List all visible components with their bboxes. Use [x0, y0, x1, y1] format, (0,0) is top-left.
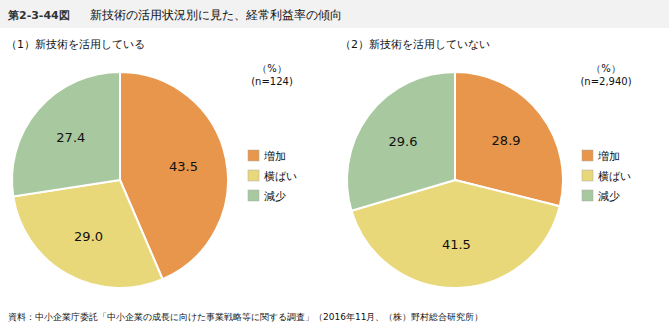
legend-label: 横ばい	[264, 170, 297, 183]
pie-slice	[347, 72, 455, 211]
pie-chart: （2）新技術を活用していない 28.9 41.5 29.6 （%）(n=2,940) 増加…	[340, 38, 632, 288]
subtitle: （2）新技術を活用していない	[340, 38, 490, 51]
pie-chart: （1）新技術を活用している 43.5 29.0 27.4 （%）(n=124) 増加横ばい…	[6, 38, 297, 288]
figure: 第2-3-44図 新技術の活用状況別に見た、経常利益率の傾向 （1）新技術を活用して…	[0, 0, 669, 329]
data-label: 43.5	[169, 159, 198, 174]
figure-label: 第2-3-44図	[7, 9, 70, 22]
subtitle: （1）新技術を活用している	[6, 38, 145, 51]
legend-label: 増加	[263, 150, 286, 163]
legend-swatch	[582, 170, 593, 181]
data-label: 41.5	[442, 237, 471, 252]
header-bg	[0, 0, 669, 28]
legend-swatch	[582, 190, 593, 201]
footer: 資料：中小企業庁委託「中小企業の成長に向けた事業戦略等に関する調査」（2016年…	[8, 312, 483, 322]
data-label: 29.0	[74, 229, 103, 244]
legend-label: 減少	[598, 190, 620, 203]
note: （%）(n=2,940)	[580, 63, 631, 87]
title: 新技術の活用状況別に見た、経常利益率の傾向	[90, 8, 342, 22]
data-label: 27.4	[56, 130, 85, 145]
legend-swatch	[248, 190, 259, 201]
legend-label: 横ばい	[598, 170, 631, 183]
legend-label: 増加	[597, 150, 620, 163]
legend-swatch	[248, 170, 259, 181]
legend-swatch	[248, 150, 259, 161]
pie-slice	[12, 72, 120, 196]
legend-swatch	[582, 150, 593, 161]
pie-slice	[13, 180, 162, 288]
legend-label: 減少	[264, 190, 286, 203]
data-label: 28.9	[492, 133, 521, 148]
data-label: 29.6	[389, 134, 418, 149]
note: （%）(n=124)	[251, 63, 293, 87]
